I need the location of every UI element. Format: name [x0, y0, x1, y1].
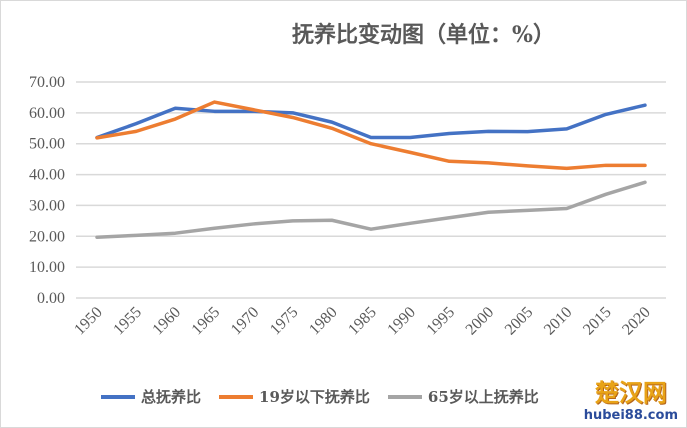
series-line-0: [95, 103, 647, 140]
y-tick-label: 10.00: [29, 259, 65, 276]
x-tick-label: 1980: [306, 304, 341, 339]
legend-label: 65岁以上抚养比: [427, 388, 539, 406]
x-tick-label: 1990: [384, 304, 419, 339]
x-tick-label: 1955: [110, 304, 145, 339]
y-tick-label: 50.00: [29, 136, 65, 153]
x-tick-label: 1950: [71, 304, 106, 339]
legend-item-youth: 19岁以下抚养比: [219, 386, 370, 407]
x-tick-label: 2005: [502, 304, 537, 339]
legend-label: 总抚养比: [141, 388, 202, 406]
y-tick-label: 20.00: [29, 228, 65, 245]
y-tick-label: 70.00: [29, 74, 65, 91]
x-tick-label: 1975: [267, 304, 302, 339]
legend-label: 19岁以下抚养比: [259, 388, 370, 406]
legend-swatch: [219, 394, 254, 399]
x-tick-label: 2010: [541, 304, 576, 339]
x-tick-label: 2000: [463, 304, 498, 339]
x-tick-label: 1970: [228, 304, 263, 339]
chart-title: 抚养比变动图（单位：%）: [292, 22, 555, 48]
legend-item-total: 总抚养比: [101, 386, 201, 407]
y-tick-label: 40.00: [29, 167, 65, 184]
legend-swatch: [101, 394, 135, 399]
y-tick-label: 60.00: [29, 105, 65, 122]
legend-swatch: [387, 394, 422, 399]
series-line-2: [95, 180, 647, 239]
y-tick-label: 30.00: [29, 197, 65, 214]
x-tick-label: 2015: [580, 304, 615, 339]
legend: 总抚养比 19岁以下抚养比 65岁以上抚养比: [101, 386, 539, 407]
watermark-logo: 楚汉网 hubei88.com: [583, 379, 678, 423]
x-tick-label: 2020: [619, 304, 654, 339]
legend-item-elderly: 65岁以上抚养比: [387, 386, 539, 407]
x-tick-label: 1985: [345, 304, 380, 339]
x-tick-label: 1960: [149, 304, 184, 339]
x-tick-label: 1965: [189, 304, 224, 339]
series-line-1: [95, 100, 647, 171]
y-tick-label: 0.00: [37, 290, 65, 307]
x-tick-label: 1995: [423, 304, 458, 339]
